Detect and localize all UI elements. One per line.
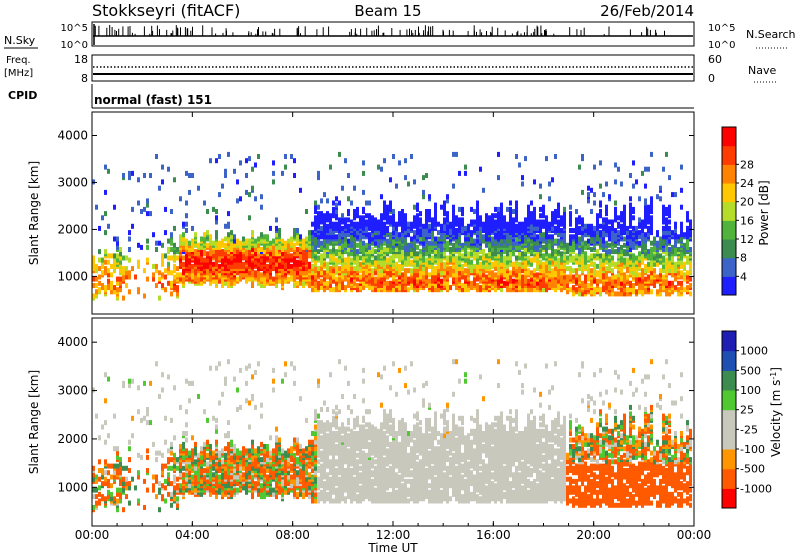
noise-right-label: N.Search <box>746 28 796 41</box>
cpid-text: normal (fast) 151 <box>94 93 212 107</box>
colorbar-swatch <box>722 276 736 296</box>
colorbar-tick-label: -1000 <box>740 482 772 495</box>
x-tick-label: 00:00 <box>75 528 110 542</box>
colorbar-tick-label: 100 <box>740 384 761 397</box>
noise-left-tick-top: 10^5 <box>61 23 88 34</box>
colorbar-tick-label: 24 <box>740 177 754 190</box>
freq-label-line1: Freq. <box>6 55 31 66</box>
x-tick-label: 12:00 <box>376 528 411 542</box>
noise-trace <box>93 24 693 45</box>
colorbar-swatch <box>722 350 736 371</box>
noise-right-tick-top: 10^5 <box>708 23 735 34</box>
freq-tick-bottom: 8 <box>81 72 88 85</box>
y-tick-label: 4000 <box>57 129 88 143</box>
colorbar-swatch <box>722 239 736 259</box>
noise-left-tick-bottom: 10^0 <box>61 40 88 51</box>
station-title: Stokkseyri (fitACF) <box>92 1 240 20</box>
colorbar-tick-label: 25 <box>740 404 754 417</box>
nave-label: Nave <box>748 64 776 77</box>
date-title: 26/Feb/2014 <box>600 2 694 20</box>
colorbar-swatch <box>722 127 736 147</box>
power-colorbar-label: Power [dB] <box>757 180 771 245</box>
x-tick-label: 04:00 <box>175 528 210 542</box>
y-tick-label: 4000 <box>57 335 88 349</box>
colorbar-swatch <box>722 331 736 352</box>
colorbar-swatch <box>722 488 736 509</box>
colorbar-tick-label: 500 <box>740 364 761 377</box>
power-y-label: Slant Range [km] <box>27 161 41 265</box>
colorbar-swatch <box>722 201 736 221</box>
power-colorbar: 4 8 12 16 20 24 28 <box>721 126 754 296</box>
noise-left-label: N.Sky <box>4 34 36 47</box>
y-tick-label: 3000 <box>57 384 88 398</box>
colorbar-swatch <box>722 220 736 240</box>
beam-title: Beam 15 <box>354 2 421 20</box>
colorbar-tick-label: 8 <box>740 252 747 265</box>
colorbar-tick-label: 20 <box>740 196 754 209</box>
noise-panel-frame <box>91 21 695 47</box>
colorbar-swatch <box>722 468 736 489</box>
time-axis-label: Time UT <box>367 541 418 554</box>
y-tick-label: 3000 <box>57 176 88 190</box>
colorbar-swatch <box>722 183 736 203</box>
colorbar-swatch <box>722 164 736 184</box>
velocity-y-label: Slant Range [km] <box>27 370 41 474</box>
power-heatmap <box>92 151 692 301</box>
freq-panel-frame <box>91 54 695 82</box>
colorbar-swatch <box>722 449 736 470</box>
velocity-heatmap <box>92 359 692 513</box>
x-tick-label: 16:00 <box>476 528 511 542</box>
cpid-label: CPID <box>8 89 37 102</box>
colorbar-tick-label: 4 <box>740 270 747 283</box>
nave-tick-top: 60 <box>708 53 722 66</box>
y-tick-label: 1000 <box>57 269 88 283</box>
velocity-colorbar-label: Velocity [m s-1] <box>769 367 784 457</box>
y-tick-label: 1000 <box>57 480 88 494</box>
freq-label-line2: [MHz] <box>4 68 33 79</box>
freq-tick-top: 18 <box>74 53 88 66</box>
y-tick-label: 2000 <box>57 222 88 236</box>
colorbar-tick-label: -100 <box>740 443 765 456</box>
colorbar-tick-label: 16 <box>740 214 754 227</box>
colorbar-swatch <box>722 145 736 165</box>
colorbar-tick-label: 28 <box>740 158 754 171</box>
colorbar-swatch <box>722 409 736 430</box>
x-tick-label: 20:00 <box>576 528 611 542</box>
colorbar-swatch <box>722 390 736 411</box>
noise-right-tick-bottom: 10^0 <box>708 40 735 51</box>
colorbar-tick-label: -25 <box>740 423 758 436</box>
y-tick-label: 2000 <box>57 432 88 446</box>
colorbar-swatch <box>722 370 736 391</box>
nave-tick-bottom: 0 <box>708 72 715 85</box>
x-tick-label: 00:00 <box>677 528 712 542</box>
colorbar-swatch <box>722 429 736 450</box>
colorbar-tick-label: -500 <box>740 463 765 476</box>
velocity-colorbar: -1000 -500 -100 -25 25 100 500 1000 <box>721 330 772 509</box>
colorbar-tick-label: 1000 <box>740 345 768 358</box>
x-tick-label: 08:00 <box>275 528 310 542</box>
colorbar-tick-label: 12 <box>740 233 754 246</box>
colorbar-swatch <box>722 257 736 277</box>
